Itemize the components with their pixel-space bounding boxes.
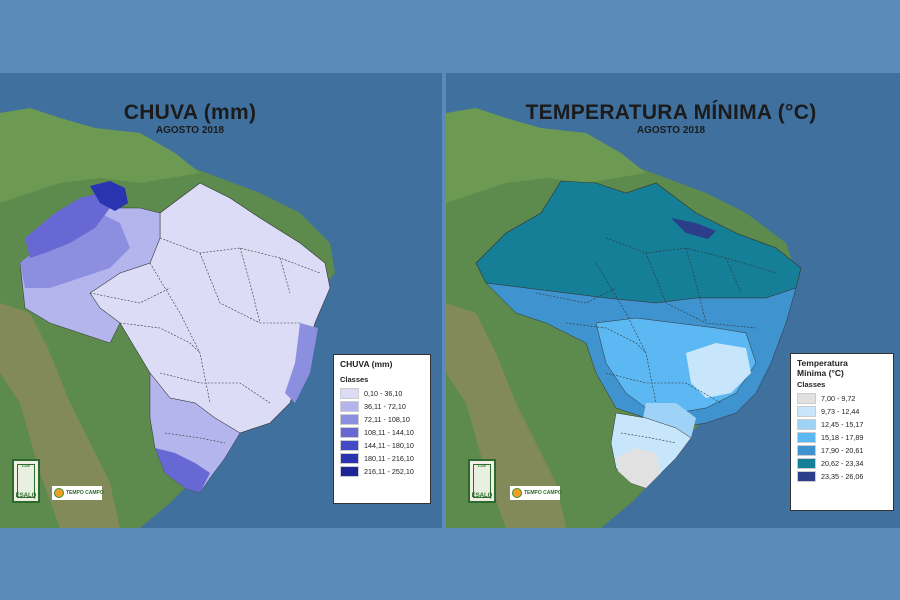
legend-row: 12,45 - 15,17 (797, 418, 887, 431)
legend-label: 7,00 - 9,72 (821, 394, 856, 403)
legend-label: 9,73 - 12,44 (821, 407, 860, 416)
legend-label: 20,62 - 23,34 (821, 459, 864, 468)
rain-legend-title: CHUVA (mm) (340, 359, 393, 369)
legend-row: 7,00 - 9,72 (797, 392, 887, 405)
esalq-logo-top: LCE (22, 463, 30, 468)
temp-zone-coldest (616, 448, 661, 488)
legend-row: 20,62 - 23,34 (797, 457, 887, 470)
brazil-north-wet (20, 213, 130, 288)
brazil-east-band (285, 323, 318, 403)
esalq-logo-text: ESALQ (471, 493, 493, 499)
legend-swatch (797, 419, 816, 430)
legend-row: 15,18 - 17,89 (797, 431, 887, 444)
temp-zone-coast-hot (671, 218, 716, 239)
legend-swatch (340, 453, 359, 464)
legend-label: 12,45 - 15,17 (821, 420, 864, 429)
esalq-logo-frame (17, 464, 35, 498)
north-coast-land (0, 108, 200, 203)
brazil-south-wet (155, 448, 210, 493)
tempo-campo-text: TEMPO CAMPO (66, 490, 104, 496)
esalq-logo-top: LCE (478, 463, 486, 468)
esalq-logo: LCE ESALQ (468, 459, 496, 503)
north-coast-land (446, 108, 646, 203)
temperature-legend: Temperatura Mínima (°C) Classes 7,00 - 9… (790, 353, 894, 511)
brazil-north-wettest (90, 181, 128, 211)
legend-label: 36,11 - 72,10 (364, 402, 406, 411)
legend-swatch (340, 414, 359, 425)
state-borders (535, 237, 777, 444)
legend-row: 9,73 - 12,44 (797, 405, 887, 418)
tempo-campo-icon (512, 488, 522, 498)
temperature-map-subtitle: AGOSTO 2018 (636, 125, 706, 136)
legend-swatch (797, 432, 816, 443)
andes-ridge (0, 303, 120, 528)
legend-swatch (797, 445, 816, 456)
rain-map-panel: CHUVA (mm) AGOSTO 2018 CHUVA (mm) Classe… (0, 73, 442, 528)
esalq-logo-text: ESALQ (15, 493, 37, 499)
legend-swatch (340, 466, 359, 477)
rain-map-subtitle: AGOSTO 2018 (155, 125, 225, 136)
legend-row: 108,11 - 144,10 (340, 426, 424, 439)
legend-label: 180,11 - 216,10 (364, 454, 414, 463)
brazil-north-wetter (25, 193, 110, 258)
rain-map-title: CHUVA (mm) (123, 101, 257, 124)
legend-row: 17,90 - 20,61 (797, 444, 887, 457)
legend-swatch (797, 393, 816, 404)
legend-swatch (340, 401, 359, 412)
tempo-campo-icon (54, 488, 64, 498)
legend-row: 36,11 - 72,10 (340, 400, 424, 413)
legend-label: 17,90 - 20,61 (821, 446, 864, 455)
legend-label: 108,11 - 144,10 (364, 428, 414, 437)
rain-legend: CHUVA (mm) Classes 0,10 - 36,10 36,11 - 7… (333, 354, 431, 504)
esalq-logo-frame (473, 464, 491, 498)
temperature-legend-title: Temperatura Mínima (°C) (797, 358, 848, 378)
temperature-map-title: TEMPERATURA MÍNIMA (°C) (525, 101, 817, 124)
legend-swatch (340, 388, 359, 399)
legend-label: 72,11 - 108,10 (364, 415, 410, 424)
legend-label: 216,11 - 252,10 (364, 467, 414, 476)
legend-swatch (797, 406, 816, 417)
legend-swatch (797, 458, 816, 469)
temp-zone-cooler (686, 343, 751, 398)
legend-label: 0,10 - 36,10 (364, 389, 403, 398)
legend-row: 23,35 - 26,06 (797, 470, 887, 483)
legend-row: 180,11 - 216,10 (340, 452, 424, 465)
legend-label: 23,35 - 26,06 (821, 472, 864, 481)
legend-swatch (340, 440, 359, 451)
legend-row: 72,11 - 108,10 (340, 413, 424, 426)
temperature-map (446, 73, 900, 528)
legend-swatch (797, 471, 816, 482)
legend-label: 144,11 - 180,10 (364, 441, 414, 450)
rain-map (0, 73, 442, 528)
legend-row: 0,10 - 36,10 (340, 387, 424, 400)
temperature-legend-classes-label: Classes (797, 380, 826, 389)
legend-row: 144,11 - 180,10 (340, 439, 424, 452)
legend-row: 216,11 - 252,10 (340, 465, 424, 478)
tempo-campo-logo: TEMPO CAMPO (510, 486, 562, 500)
legend-label: 15,18 - 17,89 (821, 433, 864, 442)
temperature-map-panel: TEMPERATURA MÍNIMA (°C) AGOSTO 2018 Temp… (446, 73, 900, 528)
andes-ridge (446, 303, 566, 528)
temperature-legend-rows: 7,00 - 9,72 9,73 - 12,44 12,45 - 15,17 15,1… (797, 392, 887, 483)
tempo-campo-logo: TEMPO CAMPO (52, 486, 104, 500)
rain-legend-classes-label: Classes (340, 375, 369, 384)
state-borders (89, 237, 321, 444)
tempo-campo-text: TEMPO CAMPO (524, 490, 562, 496)
legend-swatch (340, 427, 359, 438)
esalq-logo: LCE ESALQ (12, 459, 40, 503)
rain-legend-rows: 0,10 - 36,10 36,11 - 72,10 72,11 - 108,10 1… (340, 387, 424, 478)
